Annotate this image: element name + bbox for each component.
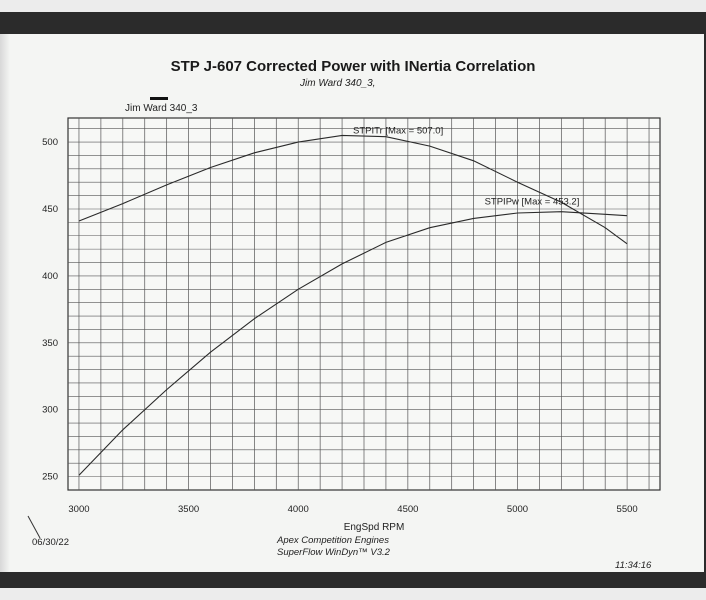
bottom-bar (0, 588, 706, 600)
footer-time: 11:34:16 (615, 560, 652, 571)
x-tick-label: 3500 (178, 504, 199, 515)
y-tick-label: 350 (42, 338, 58, 349)
footer-company: Apex Competition Engines (277, 535, 389, 546)
paper-shadow (0, 34, 10, 572)
top-bar (0, 0, 706, 12)
chart-title: STP J-607 Corrected Power with INertia C… (170, 58, 536, 75)
y-tick-label: 400 (42, 271, 58, 282)
legend-swatch (150, 97, 168, 100)
x-tick-label: 5500 (617, 504, 638, 515)
series-label-1: STPITr [Max = 507.0] (353, 125, 443, 136)
legend-label: Jim Ward 340_3 (125, 103, 198, 114)
pen-mark (27, 515, 41, 539)
x-tick-label: 4000 (288, 504, 309, 515)
y-tick-label: 250 (42, 472, 58, 483)
series-line-1 (78, 134, 628, 245)
footer-software: SuperFlow WinDyn™ V3.2 (277, 547, 390, 558)
x-axis-label: EngSpd RPM (344, 522, 405, 533)
x-tick-label: 5000 (507, 504, 528, 515)
x-tick-label: 4500 (397, 504, 418, 515)
x-tick-label: 3000 (68, 504, 89, 515)
series-line-2 (78, 211, 628, 476)
footer-date: 06/30/22 (32, 537, 69, 548)
y-tick-label: 300 (42, 405, 58, 416)
y-tick-label: 450 (42, 204, 58, 215)
y-tick-label: 500 (42, 137, 58, 148)
chart-subtitle: Jim Ward 340_3, (300, 78, 376, 89)
series-label-2: STPIPw [Max = 453.2] (485, 196, 580, 207)
